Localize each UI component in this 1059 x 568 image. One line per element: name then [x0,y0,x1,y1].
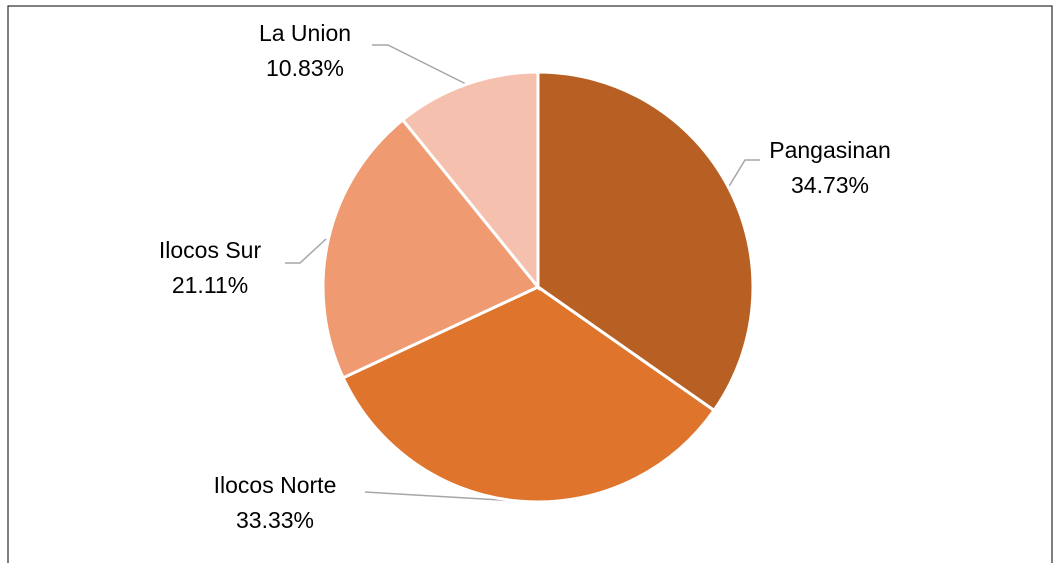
leader-line [372,44,467,85]
leader-lines [285,44,760,502]
leader-line [727,159,760,189]
pie-slice [321,117,541,380]
pie-slice [341,285,717,504]
leader-line [364,491,519,502]
slice-value-label: 33.33% [236,507,314,533]
slice-value-label: 10.83% [266,55,344,81]
leader-line [285,238,327,264]
slice-label: La Union [259,20,351,46]
slice-label: Pangasinan [769,137,891,163]
slice-value-label: 21.11% [172,272,248,298]
pie-slice [536,70,755,413]
chart-border [7,5,1053,568]
slice-label: Ilocos Norte [214,472,337,498]
pie-slice [400,70,540,292]
slice-label: Ilocos Sur [159,237,262,263]
slice-value-label: 34.73% [791,172,869,198]
